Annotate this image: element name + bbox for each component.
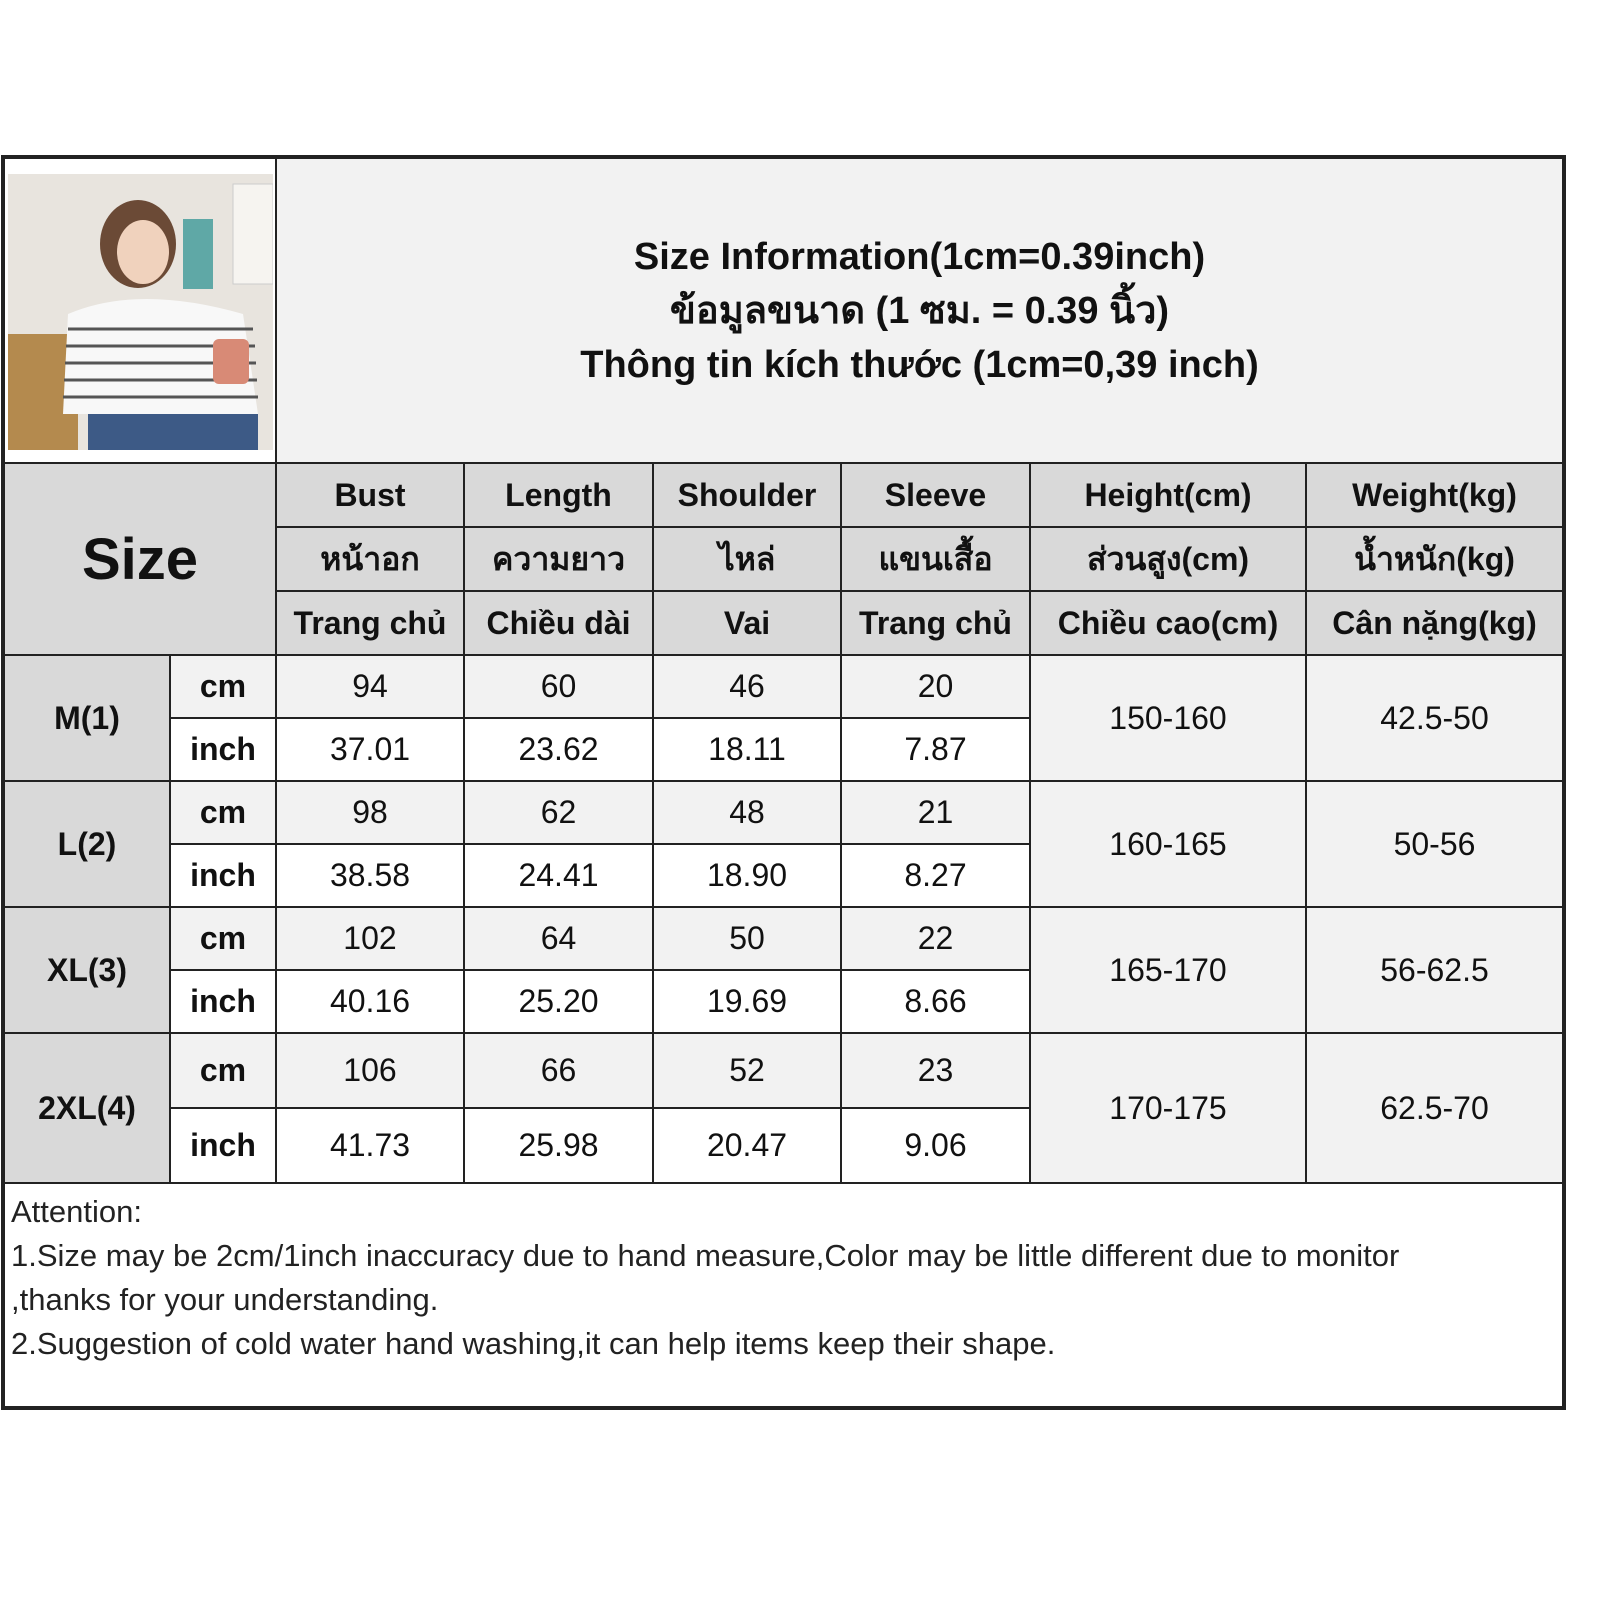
- measurement-cell: 25.98: [463, 1107, 654, 1184]
- measurement-cell: 22: [840, 906, 1031, 971]
- table-row-cm: XL(3) cm 102 64 50 22 165-170 56-62.5: [3, 906, 1564, 1034]
- height-range: 160-165: [1029, 780, 1307, 908]
- measurement-cell: 8.27: [840, 843, 1031, 908]
- weight-range: 42.5-50: [1305, 654, 1564, 782]
- size-table: Size Information(1cm=0.39inch) ข้อมูลขนา…: [3, 157, 1564, 1408]
- height-range: 165-170: [1029, 906, 1307, 1034]
- col-header-en: Height(cm): [1029, 462, 1307, 528]
- measurement-cell: 25.20: [463, 969, 654, 1034]
- measurement-cell: 46: [652, 654, 842, 719]
- measurement-cell: 94: [275, 654, 465, 719]
- size-header: Size: [3, 462, 277, 656]
- unit-label: inch: [169, 843, 277, 908]
- title-english: Size Information(1cm=0.39inch): [633, 235, 1206, 278]
- measurement-cell: 48: [652, 780, 842, 845]
- measurement-cell: 20.47: [652, 1107, 842, 1184]
- measurement-cell: 60: [463, 654, 654, 719]
- measurement-cell: 8.66: [840, 969, 1031, 1034]
- attention-line: 2.Suggestion of cold water hand washing,…: [11, 1326, 1056, 1361]
- measurement-cell: 9.06: [840, 1107, 1031, 1184]
- col-header-th: แขนเสื้อ: [840, 526, 1031, 592]
- weight-range: 50-56: [1305, 780, 1564, 908]
- unit-label: cm: [169, 654, 277, 719]
- product-photo-cell: [3, 157, 277, 464]
- unit-label: inch: [169, 969, 277, 1034]
- unit-label: cm: [169, 1032, 277, 1109]
- measurement-cell: 102: [275, 906, 465, 971]
- measurement-cell: 66: [463, 1032, 654, 1109]
- measurement-cell: 19.69: [652, 969, 842, 1034]
- col-header-th: ไหล่: [652, 526, 842, 592]
- col-header-en: Length: [463, 462, 654, 528]
- attention-heading: Attention:: [11, 1194, 142, 1229]
- table-row-cm: L(2) cm 98 62 48 21 160-165 50-56: [3, 780, 1564, 908]
- col-header-th: ความยาว: [463, 526, 654, 592]
- title-cell: Size Information(1cm=0.39inch) ข้อมูลขนา…: [275, 157, 1564, 464]
- measurement-cell: 23: [840, 1032, 1031, 1109]
- table-row-inch: inch 38.58 24.41 18.90 8.27: [4, 843, 1563, 908]
- attention-line: 1.Size may be 2cm/1inch inaccuracy due t…: [11, 1238, 1400, 1273]
- table-row-inch: inch 41.73 25.98 20.47 9.06: [4, 1107, 1563, 1184]
- height-range: 170-175: [1029, 1032, 1307, 1184]
- col-header-en: Bust: [275, 462, 465, 528]
- col-header-vi: Trang chủ: [840, 590, 1031, 656]
- measurement-cell: 24.41: [463, 843, 654, 908]
- col-header-vi: Trang chủ: [275, 590, 465, 656]
- title-thai: ข้อมูลขนาด (1 ซม. = 0.39 นิ้ว): [669, 289, 1170, 332]
- unit-label: inch: [169, 717, 277, 782]
- size-label: XL(3): [3, 906, 171, 1034]
- measurement-cell: 21: [840, 780, 1031, 845]
- measurement-cell: 98: [275, 780, 465, 845]
- size-label: M(1): [3, 654, 171, 782]
- measurement-cell: 62: [463, 780, 654, 845]
- unit-label: inch: [169, 1107, 277, 1184]
- weight-range: 56-62.5: [1305, 906, 1564, 1034]
- height-range: 150-160: [1029, 654, 1307, 782]
- measurement-cell: 41.73: [275, 1107, 465, 1184]
- measurement-cell: 7.87: [840, 717, 1031, 782]
- attention-notes: Attention: 1.Size may be 2cm/1inch inaccu…: [3, 1182, 1564, 1408]
- table-row-cm: M(1) cm 94 60 46 20 150-160 42.5-50: [3, 654, 1564, 782]
- unit-label: cm: [169, 906, 277, 971]
- size-chart: Size Information(1cm=0.39inch) ข้อมูลขนา…: [1, 155, 1566, 1410]
- size-label: L(2): [3, 780, 171, 908]
- product-photo: [7, 173, 273, 450]
- col-header-en: Shoulder: [652, 462, 842, 528]
- weight-range: 62.5-70: [1305, 1032, 1564, 1184]
- measurement-cell: 37.01: [275, 717, 465, 782]
- col-header-th: หน้าอก: [275, 526, 465, 592]
- title-vietnamese: Thông tin kích thước (1cm=0,39 inch): [580, 343, 1259, 386]
- measurement-cell: 64: [463, 906, 654, 971]
- table-row-inch: inch 40.16 25.20 19.69 8.66: [4, 969, 1563, 1034]
- measurement-cell: 50: [652, 906, 842, 971]
- col-header-vi: Vai: [652, 590, 842, 656]
- col-header-en: Sleeve: [840, 462, 1031, 528]
- measurement-cell: 106: [275, 1032, 465, 1109]
- measurement-cell: 52: [652, 1032, 842, 1109]
- col-header-th: น้ำหนัก(kg): [1305, 526, 1564, 592]
- attention-line: ,thanks for your understanding.: [11, 1282, 439, 1317]
- unit-label: cm: [169, 780, 277, 845]
- col-header-th: ส่วนสูง(cm): [1029, 526, 1307, 592]
- size-label: 2XL(4): [3, 1032, 171, 1184]
- measurement-cell: 18.90: [652, 843, 842, 908]
- col-header-vi: Cân nặng(kg): [1305, 590, 1564, 656]
- col-header-en: Weight(kg): [1305, 462, 1564, 528]
- measurement-cell: 18.11: [652, 717, 842, 782]
- measurement-cell: 20: [840, 654, 1031, 719]
- measurement-cell: 40.16: [275, 969, 465, 1034]
- col-header-vi: Chiều dài: [463, 590, 654, 656]
- measurement-cell: 38.58: [275, 843, 465, 908]
- measurement-cell: 23.62: [463, 717, 654, 782]
- table-row-cm: 2XL(4) cm 106 66 52 23 170-175 62.5-70: [3, 1032, 1564, 1184]
- col-header-vi: Chiều cao(cm): [1029, 590, 1307, 656]
- table-row-inch: inch 37.01 23.62 18.11 7.87: [4, 717, 1563, 782]
